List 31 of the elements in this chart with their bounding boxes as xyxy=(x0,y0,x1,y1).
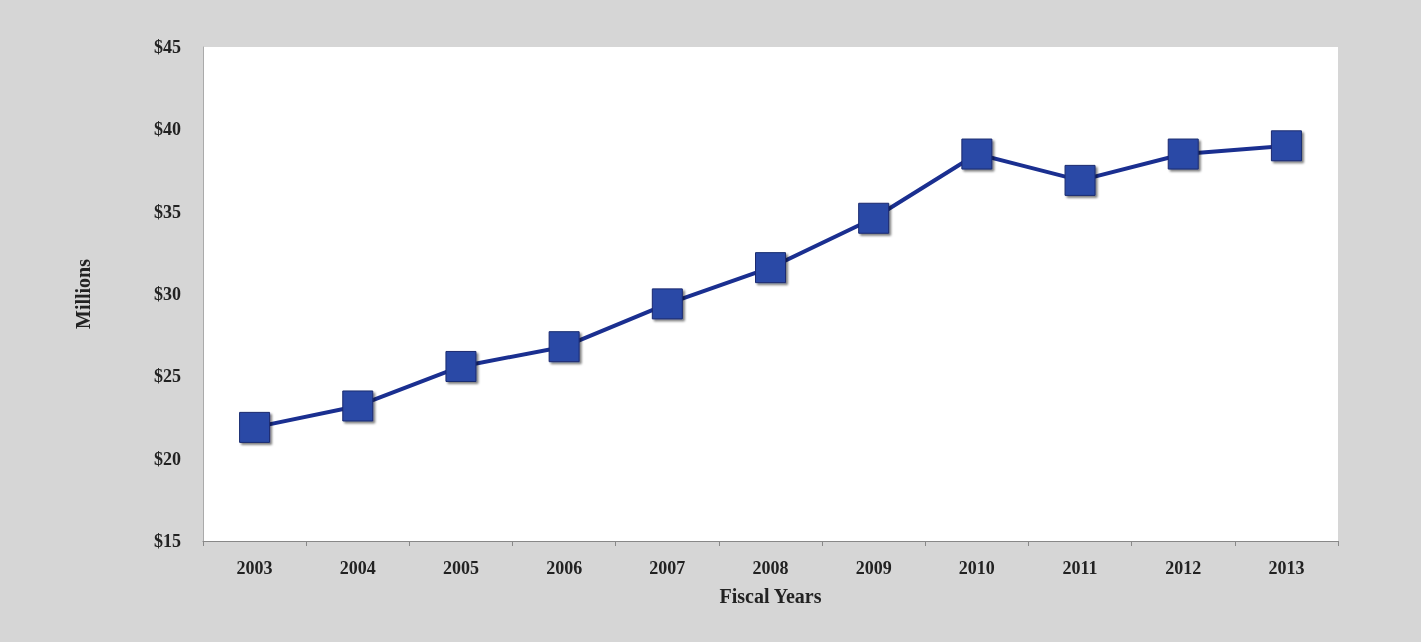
point xyxy=(445,350,477,382)
y-tick-label: $40 xyxy=(154,119,181,140)
x-tick-label: 2008 xyxy=(752,558,789,578)
x-tick-label: 2005 xyxy=(442,558,479,578)
x-axis-title: Fiscal Years xyxy=(719,585,822,607)
point xyxy=(1167,138,1199,170)
point xyxy=(651,288,683,320)
x-tick-label: 2012 xyxy=(1165,558,1202,578)
y-axis-title: Millions xyxy=(72,258,94,330)
y-tick-label: $25 xyxy=(154,366,181,387)
point xyxy=(961,138,993,170)
x-tick-label: 2010 xyxy=(958,558,995,578)
y-tick-label: $20 xyxy=(154,448,181,469)
point xyxy=(548,331,580,363)
x-tick-label: 2004 xyxy=(339,558,376,578)
point xyxy=(1270,130,1302,162)
x-tick-label: 2007 xyxy=(649,558,686,578)
point xyxy=(342,390,374,422)
point xyxy=(858,202,890,234)
point xyxy=(1064,164,1096,196)
point xyxy=(239,411,271,443)
x-tick-label: 2013 xyxy=(1268,558,1305,578)
y-tick-label: $30 xyxy=(154,284,181,304)
point xyxy=(755,252,786,284)
x-tick-label: 2011 xyxy=(1062,558,1098,578)
y-tick-label: $15 xyxy=(154,531,181,551)
y-tick-label: $45 xyxy=(154,37,181,57)
y-tick-label: $35 xyxy=(154,201,181,222)
x-tick-label: 2006 xyxy=(546,558,583,578)
x-tick-label: 2009 xyxy=(855,558,892,578)
x-tick-label: 2003 xyxy=(236,558,273,578)
